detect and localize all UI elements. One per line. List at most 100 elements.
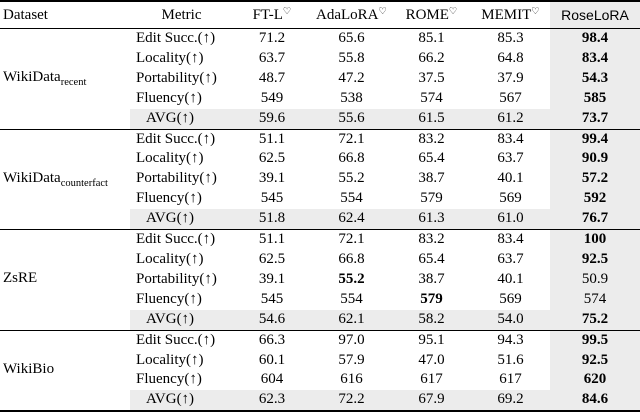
- cell-value: 554: [340, 290, 363, 307]
- metric-label: Fluency(↑): [136, 371, 202, 388]
- table-row: Locality(↑) 62.5 66.8 65.4 63.7 90.9: [0, 149, 640, 170]
- cell-value: 55.2: [338, 270, 365, 287]
- cell-value: 65.6: [338, 30, 365, 46]
- avg-row: AVG(↑) 59.6 55.6 61.5 61.2 73.7: [0, 108, 640, 130]
- method-name: FT-L: [252, 7, 283, 23]
- cell-value: 569: [499, 290, 522, 307]
- metric-label: Locality(↑): [136, 49, 204, 66]
- metric-label: Portability(↑): [136, 69, 217, 86]
- metric-label: Fluency(↑): [136, 290, 202, 307]
- col-header-metric: Metric: [130, 1, 233, 29]
- cell-value-highlight: 83.4: [550, 48, 640, 69]
- cell-value: 62.3: [233, 390, 311, 412]
- cell-value: 39.1: [258, 170, 286, 187]
- col-header-rome: ROME♡: [392, 1, 471, 29]
- metric-label: Fluency(↑): [136, 89, 202, 106]
- dataset-subscript: recent: [60, 77, 87, 89]
- cell-value: 66.2: [418, 49, 445, 66]
- cell-value: 59.6: [233, 108, 311, 130]
- metric-label: Locality(↑): [136, 250, 204, 267]
- metric-label: AVG(↑): [130, 209, 233, 230]
- table-row: Fluency(↑) 545 554 579 569 592: [0, 189, 640, 210]
- cell-value: 51.1: [258, 130, 286, 147]
- cell-value: 83.4: [497, 130, 524, 147]
- dataset-label: WikiDatacounterfact: [0, 129, 130, 230]
- cell-value: 55.2: [338, 170, 365, 187]
- metric-label: Edit Succ.(↑): [136, 331, 216, 348]
- cell-value-highlight: 100: [550, 229, 640, 250]
- cell-value: 545: [260, 290, 284, 307]
- cell-value-highlight: 75.2: [550, 309, 640, 331]
- cell-value: 604: [260, 371, 284, 388]
- cell-value-highlight: 57.2: [550, 169, 640, 190]
- cell-value: 57.9: [338, 351, 365, 368]
- table-row: Locality(↑) 62.5 66.8 65.4 63.7 92.5: [0, 249, 640, 270]
- col-header-adalora: AdaLoRA♡: [311, 1, 392, 29]
- cell-value: 69.2: [471, 390, 550, 412]
- table-row: ZsRE Edit Succ.(↑) 51.1 72.1 83.2 83.4 1…: [0, 229, 640, 286]
- cell-value-highlight: 98.4: [550, 28, 640, 49]
- cell-value: 63.7: [258, 49, 286, 66]
- table-row: Fluency(↑) 604 616 617 617 620: [0, 370, 640, 391]
- cell-value: 38.7: [418, 270, 445, 287]
- heart-icon: ♡: [282, 6, 292, 17]
- cell-value: 62.5: [258, 150, 286, 167]
- heart-icon: ♡: [378, 6, 388, 17]
- cell-value: 62.4: [311, 209, 392, 230]
- cell-value: 58.2: [392, 309, 471, 331]
- heart-icon: ♡: [531, 6, 540, 17]
- cell-value: 67.9: [392, 390, 471, 412]
- avg-row: AVG(↑) 62.3 72.2 67.9 69.2 84.6: [0, 390, 640, 412]
- cell-value: 37.9: [497, 69, 524, 86]
- table-row: Portability(↑) 48.7 47.2 37.5 37.9 54.3: [0, 68, 640, 89]
- table-row: Locality(↑) 63.7 55.8 66.2 64.8 83.4: [0, 48, 640, 69]
- cell-value: 66.3: [258, 331, 286, 348]
- dataset-label: ZsRE: [0, 230, 130, 331]
- cell-value: 38.7: [418, 170, 445, 187]
- cell-value: 65.4: [418, 250, 445, 267]
- cell-value-highlight: 585: [550, 88, 640, 109]
- col-header-dataset: Dataset: [0, 1, 130, 29]
- metric-label: Edit Succ.(↑): [136, 30, 216, 46]
- cell-value: 48.7: [258, 69, 286, 86]
- cell-value: 97.0: [338, 331, 365, 348]
- cell-value: 71.2: [258, 30, 286, 46]
- cell-value-highlight: 92.5: [550, 249, 640, 270]
- cell-value: 61.3: [392, 209, 471, 230]
- cell-value: 64.8: [497, 49, 524, 66]
- cell-value: 72.1: [338, 231, 365, 248]
- cell-value: 39.1: [258, 270, 286, 287]
- cell-value: 66.8: [338, 150, 365, 167]
- cell-value: 55.6: [311, 108, 392, 130]
- block-wikidata-recent: WikiDatarecent Edit Succ.(↑) 71.2 65.6 8…: [0, 28, 640, 130]
- cell-value: 63.7: [497, 250, 524, 267]
- col-header-memit: MEMIT♡: [471, 1, 550, 29]
- table-header: Dataset Metric FT-L♡ AdaLoRA♡ ROME♡ MEMI…: [0, 1, 640, 29]
- cell-value: 54.0: [471, 309, 550, 331]
- cell-value-highlight: 76.7: [550, 209, 640, 230]
- cell-value: 61.5: [392, 108, 471, 130]
- table-row: Fluency(↑) 549 538 574 567 585: [0, 88, 640, 109]
- block-zsre: ZsRE Edit Succ.(↑) 51.1 72.1 83.2 83.4 1…: [0, 229, 640, 331]
- dataset-name: WikiBio: [3, 360, 55, 377]
- cell-value: 95.1: [418, 331, 445, 348]
- block-wikibio: WikiBio Edit Succ.(↑) 66.3 97.0 95.1 94.…: [0, 330, 640, 412]
- dataset-name: WikiData: [3, 69, 61, 86]
- table-row: Portability(↑) 39.1 55.2 38.7 40.1 57.2: [0, 169, 640, 190]
- avg-row: AVG(↑) 51.8 62.4 61.3 61.0 76.7: [0, 209, 640, 230]
- cell-value: 83.2: [418, 231, 445, 248]
- metric-label: AVG(↑): [130, 108, 233, 130]
- cell-value: 61.0: [471, 209, 550, 230]
- cell-value: 47.2: [338, 69, 365, 86]
- table-row: WikiDatacounterfact Edit Succ.(↑) 51.1 7…: [0, 129, 640, 189]
- metric-label: Locality(↑): [136, 150, 204, 167]
- dataset-subscript: counterfact: [60, 177, 108, 189]
- cell-value: 61.2: [471, 108, 550, 130]
- dataset-name: WikiData: [3, 169, 61, 186]
- cell-value: 47.0: [418, 351, 445, 368]
- cell-value-highlight: 73.7: [550, 108, 640, 130]
- col-header-ftl: FT-L♡: [233, 1, 311, 29]
- cell-value: 567: [499, 89, 522, 106]
- metric-label: Fluency(↑): [136, 190, 202, 207]
